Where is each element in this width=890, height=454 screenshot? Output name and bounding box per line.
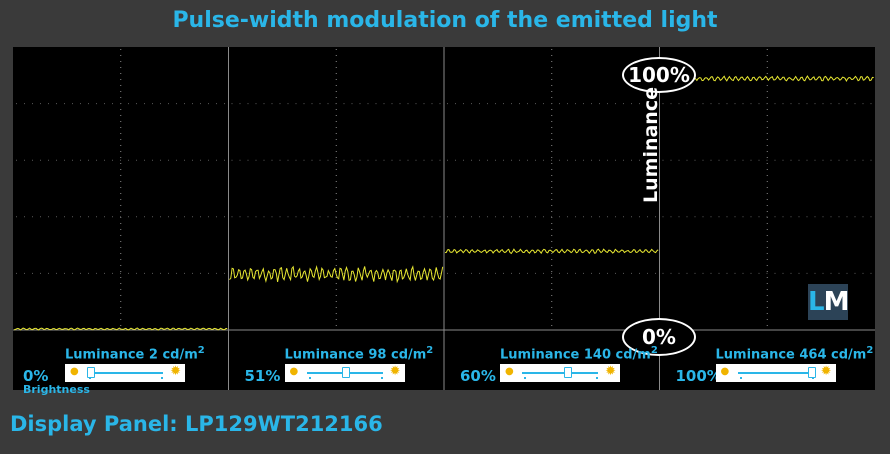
slider-dot (524, 377, 526, 379)
luminance-reading: Luminance 2 cd/m2 (65, 345, 205, 363)
slider-dot (596, 377, 598, 379)
sun-large-icon: ✹ (605, 364, 616, 379)
marker-0-percent: 0% (622, 318, 696, 356)
brightness-label: Brightness (23, 383, 90, 396)
slider-thumb (564, 367, 572, 378)
slider-track (522, 372, 598, 374)
luminance-reading: Luminance 140 cd/m2 (500, 345, 658, 363)
sun-large-icon: ✹ (820, 364, 832, 379)
luminance-text: Luminance 140 cd/m (500, 347, 651, 363)
slider-dot (308, 377, 311, 379)
pwm-trace-0pct (13, 327, 228, 331)
slider-track (87, 372, 163, 374)
brightness-percent: 100% (675, 367, 722, 385)
brightness-slider: ● ✹ (65, 364, 185, 382)
brightness-slider: ● ✹ (715, 364, 836, 382)
brightness-percent: 60% (460, 367, 496, 385)
slider-dot (89, 377, 91, 379)
slider-dot (380, 377, 383, 379)
slider-track (737, 372, 814, 374)
marker-100-percent: 100% (622, 57, 696, 93)
pwm-trace-51pct (229, 264, 444, 284)
sun-small-icon: ● (505, 366, 514, 377)
brightness-slider: ● ✹ (500, 364, 620, 382)
brightness-percent: 51% (244, 367, 281, 385)
pwm-trace-60pct (444, 248, 659, 255)
slider-thumb (342, 367, 351, 378)
chart-title: Pulse-width modulation of the emitted li… (172, 8, 718, 33)
luminance-text: Luminance 464 cd/m (715, 347, 867, 363)
slider-dot (811, 377, 814, 379)
lm-logo: LM (808, 284, 849, 320)
sun-small-icon: ● (70, 366, 79, 377)
luminance-text: Luminance 98 cd/m (284, 347, 427, 363)
luminance-reading: Luminance 98 cd/m2 (284, 345, 434, 363)
slider-dot (161, 377, 163, 379)
brightness-slider: ● ✹ (284, 364, 405, 382)
luminance-axis-label: Luminance (640, 87, 662, 203)
sun-small-icon: ● (720, 366, 730, 377)
luminance-reading: Luminance 464 cd/m2 (715, 345, 874, 363)
display-panel-label: Display Panel: LP129WT212166 (10, 412, 383, 436)
luminance-text: Luminance 2 cd/m (65, 347, 198, 363)
sun-large-icon: ✹ (389, 364, 401, 379)
brightness-percent: 0% (23, 367, 49, 385)
slider-dot (739, 377, 742, 379)
sun-large-icon: ✹ (170, 364, 181, 379)
slider-thumb (87, 367, 95, 378)
oscilloscope-plot (13, 47, 875, 390)
sun-small-icon: ● (289, 366, 299, 377)
pwm-trace-100pct (660, 75, 874, 83)
